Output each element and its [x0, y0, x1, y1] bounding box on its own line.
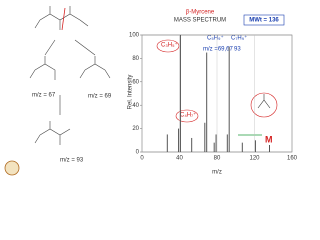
y-tick-label: 100	[129, 33, 140, 39]
y-tick-label: 0	[136, 150, 140, 156]
y-tick-label: 40	[132, 103, 139, 109]
y-tick-label: 60	[132, 79, 139, 85]
x-tick-label: 0	[140, 156, 144, 162]
annotation: C₃H₅⁺	[161, 42, 178, 49]
ion-structure	[257, 94, 271, 109]
x-tick-label: 120	[249, 156, 260, 162]
x-axis-label: m/z	[212, 170, 222, 176]
slide: m/z = 67 m/z = 69 m/z = 93 β-Myrcene MAS…	[0, 0, 320, 180]
y-tick-label: 20	[132, 126, 139, 132]
annotation: C₄H₇⁺	[180, 112, 196, 119]
annotation: M	[265, 134, 273, 144]
cleavage-mark	[61, 7, 66, 31]
structures	[29, 6, 111, 145]
mwt-box	[243, 14, 285, 26]
logo	[4, 160, 20, 176]
y-tick-label: 80	[132, 56, 139, 62]
chart-title: MASS SPECTRUM	[174, 18, 226, 24]
circle-mark	[156, 39, 180, 53]
annotation: C₅H₉⁺	[207, 35, 224, 42]
annotation: m/z =69,67	[203, 47, 234, 53]
background	[0, 0, 320, 180]
y-axis-label: Rel. Intensity	[128, 75, 134, 110]
compound-name: β-Myrcene	[186, 10, 215, 16]
x-tick-label: 160	[287, 156, 298, 162]
x-tick-label: 80	[214, 156, 221, 162]
fragment-label: m/z = 93	[60, 158, 84, 164]
annotation: 93	[234, 47, 241, 53]
circle-mark	[250, 92, 278, 118]
circle-mark	[175, 109, 199, 123]
annotation: C₇H₉⁺	[231, 35, 247, 42]
mwt: MWt = 136	[249, 18, 279, 24]
x-tick-label: 40	[176, 156, 183, 162]
fragment-label: m/z = 67	[32, 93, 56, 99]
fragment-label: m/z = 69	[88, 94, 112, 100]
